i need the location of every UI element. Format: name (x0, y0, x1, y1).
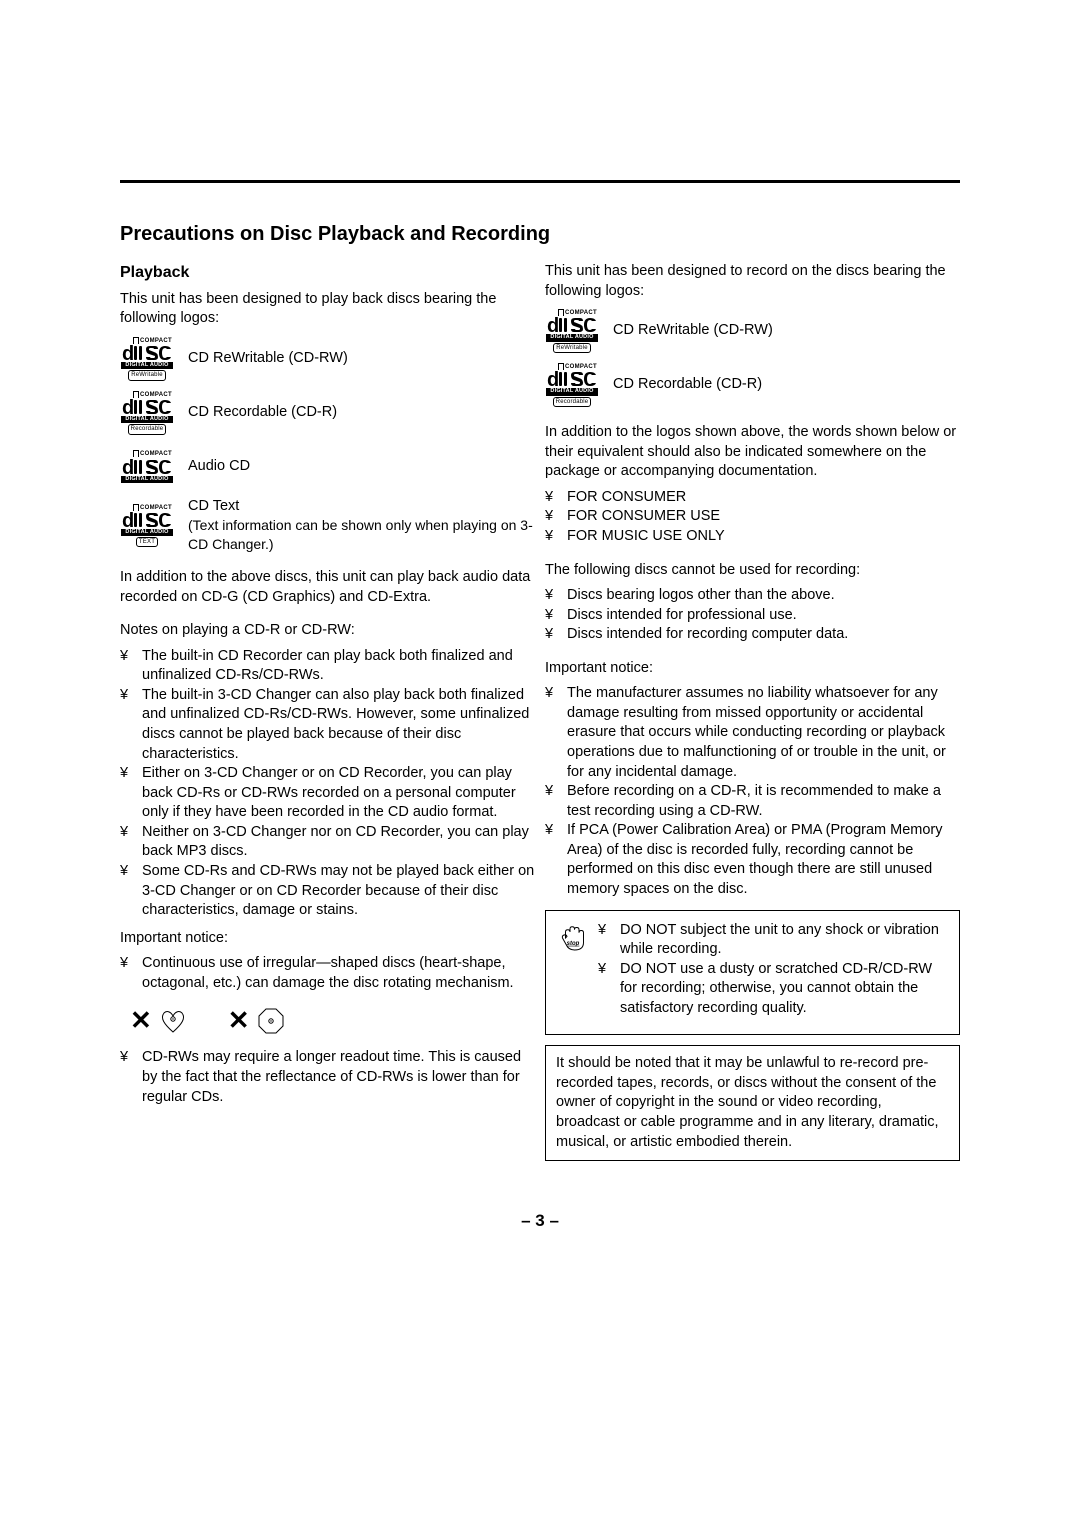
bullet-item: ¥Discs bearing logos other than the abov… (545, 586, 960, 606)
compact-disc-logo-icon: COMPACTdDIGITAL AUDIOReWritable (120, 335, 174, 383)
recording-cannot-heading: The following discs cannot be used for r… (545, 561, 960, 581)
heart-disc-icon (158, 1006, 188, 1036)
disc-logo-label: CD ReWritable (CD-RW) (613, 321, 773, 341)
disc-logo-row: COMPACTdDIGITAL AUDIORecordable CD Record… (545, 361, 960, 409)
playback-important-heading: Important notice: (120, 929, 535, 949)
bullet-item: ¥If PCA (Power Calibration Area) or PMA … (545, 821, 960, 899)
recording-stop-list: ¥DO NOT subject the unit to any shock or… (598, 921, 949, 1019)
bullet-item: ¥Some CD-Rs and CD-RWs may not be played… (120, 862, 535, 921)
disc-logo-row: COMPACTdDIGITAL AUDIO Audio CD (120, 443, 535, 491)
disc-logo-row: COMPACTdDIGITAL AUDIOReWritable CD ReWrit… (545, 307, 960, 355)
bullet-item: ¥FOR MUSIC USE ONLY (545, 527, 960, 547)
recording-after-logos: In addition to the logos shown above, th… (545, 423, 960, 482)
svg-text:d: d (122, 344, 133, 362)
compact-disc-logo-icon: COMPACTdDIGITAL AUDIOTEXT (120, 501, 174, 549)
playback-notes-heading: Notes on playing a CD-R or CD-RW: (120, 621, 535, 641)
svg-text:d: d (122, 398, 133, 416)
compact-disc-logo-icon: COMPACTdDIGITAL AUDIOReWritable (545, 307, 599, 355)
disc-logo-label: CD Recordable (CD-R) (613, 375, 762, 395)
disc-logo-row: COMPACTdDIGITAL AUDIOTEXT CD Text(Text in… (120, 497, 535, 554)
disc-logo-label: Audio CD (188, 457, 250, 477)
svg-text:d: d (547, 316, 558, 334)
bullet-item: ¥Before recording on a CD-R, it is recom… (545, 782, 960, 821)
divider-top (120, 180, 960, 183)
playback-after-shapes-list: ¥CD-RWs may require a longer readout tim… (120, 1048, 535, 1107)
recording-important-heading: Important notice: (545, 659, 960, 679)
content-columns: Playback This unit has been designed to … (120, 256, 960, 1171)
playback-after-logos: In addition to the above discs, this uni… (120, 568, 535, 607)
recording-important-list: ¥The manufacturer assumes no liability w… (545, 684, 960, 899)
compact-disc-logo-icon: COMPACTdDIGITAL AUDIO (120, 443, 174, 491)
disc-logo-label: CD Recordable (CD-R) (188, 403, 337, 423)
disc-logo-row: COMPACTdDIGITAL AUDIOReWritable CD ReWrit… (120, 335, 535, 383)
copyright-box: It should be noted that it may be unlawf… (545, 1045, 960, 1161)
bullet-item: ¥The built-in CD Recorder can play back … (120, 647, 535, 686)
x-icon: ✕ (130, 1003, 152, 1038)
svg-text:d: d (547, 370, 558, 388)
recording-logo-list: COMPACTdDIGITAL AUDIOReWritable CD ReWrit… (545, 307, 960, 409)
compact-disc-logo-icon: COMPACTdDIGITAL AUDIORecordable (545, 361, 599, 409)
svg-text:stop: stop (567, 940, 580, 946)
playback-heading: Playback (120, 262, 535, 284)
playback-notes-list: ¥The built-in CD Recorder can play back … (120, 647, 535, 921)
x-icon: ✕ (228, 1003, 250, 1038)
bullet-item: ¥CD-RWs may require a longer readout tim… (120, 1048, 535, 1107)
disc-logo-label: CD Text(Text information can be shown on… (188, 497, 535, 554)
playback-logo-list: COMPACTdDIGITAL AUDIOReWritable CD ReWrit… (120, 335, 535, 554)
bullet-item: ¥The manufacturer assumes no liability w… (545, 684, 960, 782)
stop-warning-box: stop ¥DO NOT subject the unit to any sho… (545, 910, 960, 1036)
copyright-text: It should be noted that it may be unlawf… (556, 1055, 939, 1149)
bullet-item: ¥Discs intended for professional use. (545, 606, 960, 626)
page-number: – 3 – (120, 1211, 960, 1231)
irregular-shapes-row: ✕ ✕ (130, 1003, 535, 1038)
page: Precautions on Disc Playback and Recordi… (0, 0, 1080, 1291)
playback-intro: This unit has been designed to play back… (120, 290, 535, 329)
bullet-item: ¥Either on 3-CD Changer or on CD Recorde… (120, 764, 535, 823)
bullet-item: ¥Continuous use of irregular—shaped disc… (120, 954, 535, 993)
bullet-item: ¥The built-in 3-CD Changer can also play… (120, 686, 535, 764)
disc-logo-row: COMPACTdDIGITAL AUDIORecordable CD Record… (120, 389, 535, 437)
bullet-item: ¥Discs intended for recording computer d… (545, 625, 960, 645)
bullet-item: ¥DO NOT use a dusty or scratched CD-R/CD… (598, 960, 949, 1019)
disc-logo-label: CD ReWritable (CD-RW) (188, 349, 348, 369)
bullet-item: ¥DO NOT subject the unit to any shock or… (598, 921, 949, 960)
bullet-item: ¥FOR CONSUMER USE (545, 507, 960, 527)
recording-column: Recording This unit has been designed to… (545, 256, 960, 1171)
stop-hand-icon: stop (556, 919, 590, 1027)
bullet-item: ¥FOR CONSUMER (545, 488, 960, 508)
octagon-disc-icon (256, 1006, 286, 1036)
irregular-shape-heart: ✕ (130, 1003, 188, 1038)
section-title: Precautions on Disc Playback and Recordi… (120, 223, 960, 246)
svg-text:d: d (122, 511, 133, 529)
svg-text:d: d (122, 458, 133, 476)
compact-disc-logo-icon: COMPACTdDIGITAL AUDIORecordable (120, 389, 174, 437)
bullet-item: ¥Neither on 3-CD Changer nor on CD Recor… (120, 823, 535, 862)
playback-important-list: ¥Continuous use of irregular—shaped disc… (120, 954, 535, 993)
recording-intro: This unit has been designed to record on… (545, 262, 960, 301)
playback-column: Playback This unit has been designed to … (120, 256, 535, 1171)
recording-cannot-list: ¥Discs bearing logos other than the abov… (545, 586, 960, 645)
recording-consumer-list: ¥FOR CONSUMER¥FOR CONSUMER USE¥FOR MUSIC… (545, 488, 960, 547)
irregular-shape-octagon: ✕ (228, 1003, 286, 1038)
